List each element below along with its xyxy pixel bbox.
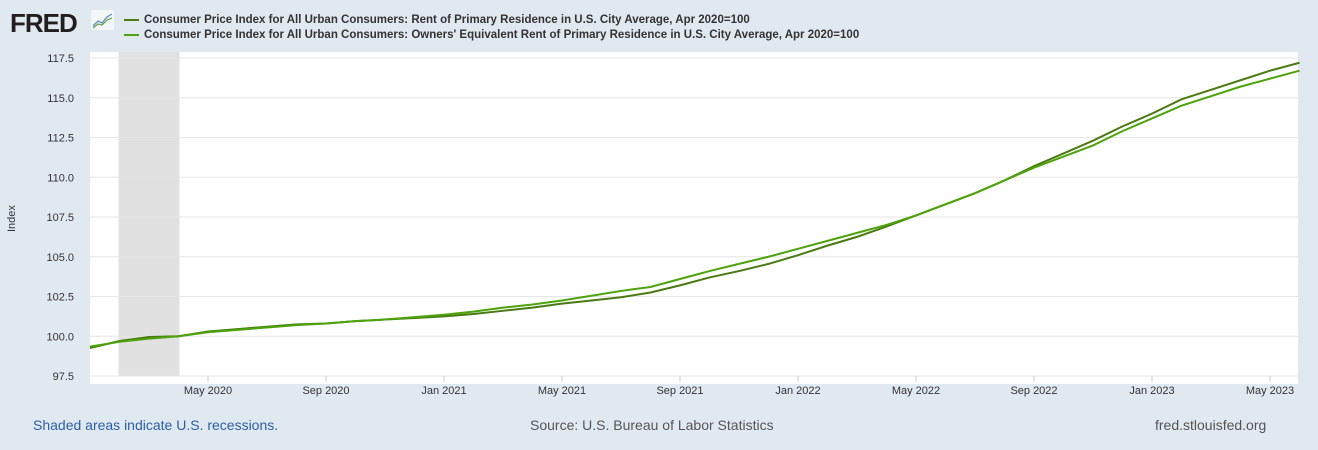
legend-label: Consumer Price Index for All Urban Consu… [144,13,750,26]
x-tick-label: Jan 2022 [775,385,820,397]
legend-item-oer[interactable]: Consumer Price Index for All Urban Consu… [124,27,859,42]
x-tick-label: May 2023 [1246,385,1294,397]
y-tick-label: 117.5 [47,53,74,65]
x-tick-label: Sep 2020 [302,385,349,397]
x-tick-label: Sep 2022 [1010,385,1057,397]
legend: Consumer Price Index for All Urban Consu… [124,12,859,42]
y-tick-label: 102.5 [46,292,74,304]
recession-note: Shaded areas indicate U.S. recessions. [33,417,279,433]
legend-swatch [124,33,139,36]
recession-shade [118,52,180,376]
y-tick-label: 97.5 [53,371,74,383]
x-tick-label: May 2021 [538,385,586,397]
chart-plot[interactable]: 97.5 100.0 102.5 105.0 107.5 110.0 112.5 115.0 1… [0,40,1318,410]
y-tick-label: 107.5 [46,212,74,224]
fred-chart-icon [91,10,114,30]
fred-logo[interactable]: FRED [10,8,78,38]
x-tick-label: Sep 2021 [656,385,703,397]
fred-url-link[interactable]: fred.stlouisfed.org [1155,417,1267,433]
x-tick-label: May 2022 [892,385,940,397]
y-tick-label: 115.0 [47,93,74,105]
source-text: Source: U.S. Bureau of Labor Statistics [530,417,774,433]
legend-label: Consumer Price Index for All Urban Consu… [144,28,860,41]
x-tick-label: Jan 2021 [421,385,466,397]
y-tick-label: 100.0 [46,331,74,343]
series-line-1 [89,69,1300,348]
y-tick-label: 105.0 [46,252,74,264]
x-tick-label: Jan 2023 [1129,385,1174,397]
legend-swatch [124,18,139,21]
y-tick-label: 112.5 [47,133,74,145]
legend-item-rent[interactable]: Consumer Price Index for All Urban Consu… [124,12,859,27]
plot-background [90,52,1298,384]
x-tick-label: May 2020 [184,385,232,397]
y-tick-label: 110.0 [47,172,74,184]
